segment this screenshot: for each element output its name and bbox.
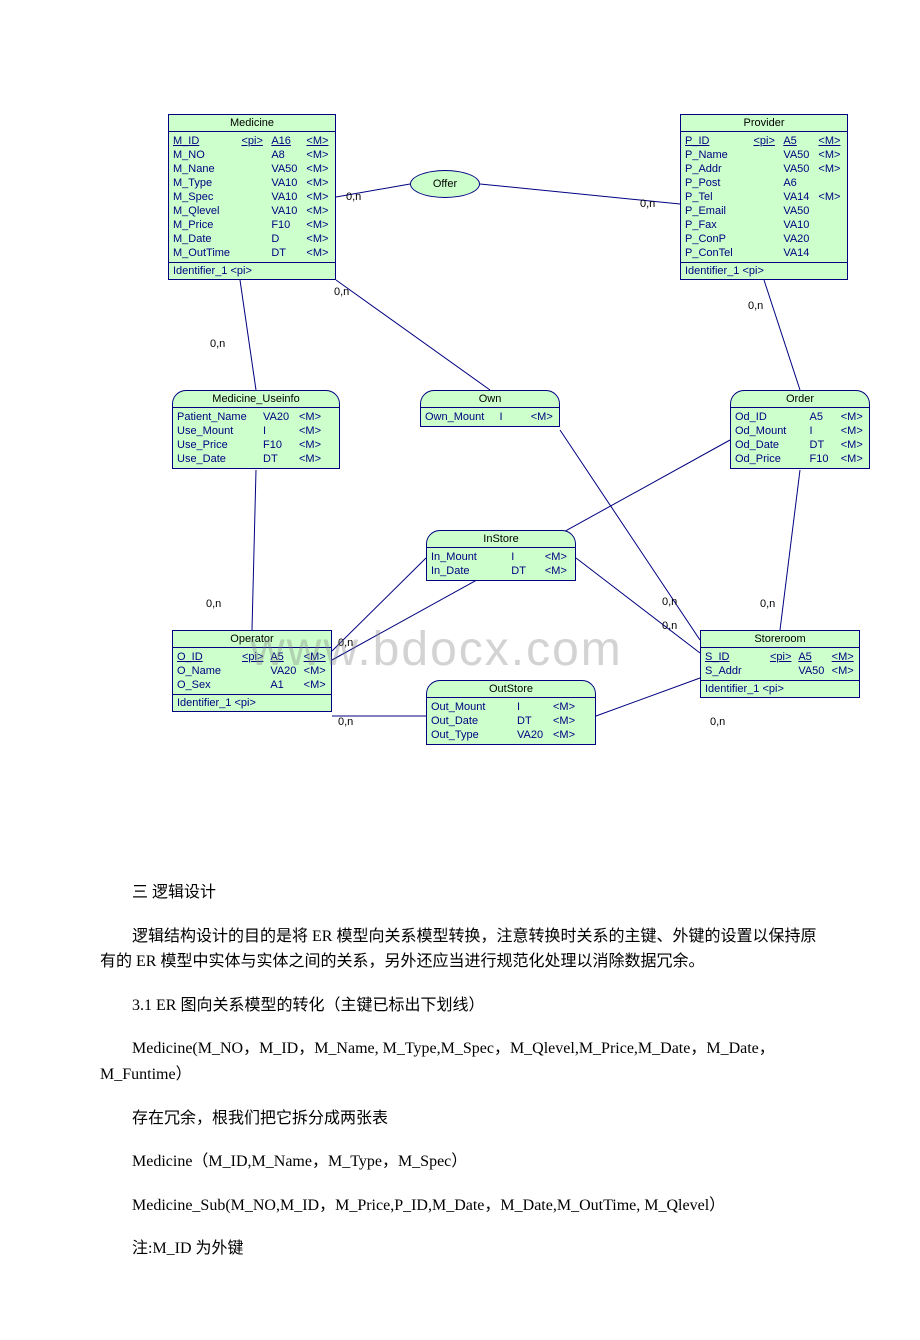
- attribute-row: S_AddrVA50<M>: [701, 664, 859, 678]
- paragraph: Medicine_Sub(M_NO,M_ID，M_Price,P_ID,M_Da…: [100, 1193, 820, 1219]
- er-diagram: Medicine M_ID<pi>A16<M>M_NOA8<M>M_NaneVA…: [0, 0, 920, 820]
- attribute-row: P_NameVA50<M>: [681, 148, 847, 162]
- cardinality-label: 0,n: [710, 716, 725, 728]
- attribute-row: Use_MountI<M>: [173, 424, 339, 438]
- attribute-row: M_TypeVA10<M>: [169, 176, 335, 190]
- attribute-row: P_AddrVA50<M>: [681, 162, 847, 176]
- paragraph: 存在冗余，根我们把它拆分成两张表: [100, 1106, 820, 1132]
- entity-title: Storeroom: [701, 631, 859, 648]
- attribute-row: Od_PriceF10<M>: [731, 452, 869, 466]
- cardinality-label: 0,n: [760, 598, 775, 610]
- entity-title: Operator: [173, 631, 331, 648]
- attribute-row: Own_MountI<M>: [421, 410, 559, 424]
- cardinality-label: 0,n: [334, 286, 349, 298]
- attribute-row: P_ConPVA20: [681, 232, 847, 246]
- attribute-row: M_DateD<M>: [169, 232, 335, 246]
- attribute-row: P_ID<pi>A5<M>: [681, 134, 847, 148]
- entity-title: Medicine: [169, 115, 335, 132]
- attribute-row: P_TelVA14<M>: [681, 190, 847, 204]
- rel-label: Offer: [433, 178, 457, 190]
- attribute-row: M_ID<pi>A16<M>: [169, 134, 335, 148]
- relationship-instore: InStore In_MountI<M>In_DateDT<M>: [426, 530, 576, 581]
- entity-provider: Provider P_ID<pi>A5<M>P_NameVA50<M>P_Add…: [680, 114, 848, 280]
- rel-title: Order: [731, 391, 869, 408]
- entity-identifier: Identifier_1 <pi>: [681, 262, 847, 279]
- cardinality-label: 0,n: [640, 198, 655, 210]
- attribute-row: Od_MountI<M>: [731, 424, 869, 438]
- cardinality-label: 0,n: [748, 300, 763, 312]
- paragraph: 逻辑结构设计的目的是将 ER 模型向关系模型转换，注意转换时关系的主键、外键的设…: [100, 924, 820, 975]
- attribute-row: M_QlevelVA10<M>: [169, 204, 335, 218]
- entity-operator: Operator O_ID<pi>A5<M>O_NameVA20<M>O_Sex…: [172, 630, 332, 712]
- attribute-row: Out_TypeVA20<M>: [427, 728, 595, 742]
- document-text: 三 逻辑设计 逻辑结构设计的目的是将 ER 模型向关系模型转换，注意转换时关系的…: [0, 820, 920, 1340]
- rel-title: Medicine_Useinfo: [173, 391, 339, 408]
- attribute-row: In_MountI<M>: [427, 550, 575, 564]
- cardinality-label: 0,n: [338, 716, 353, 728]
- relationship-order: Order Od_IDA5<M>Od_MountI<M>Od_DateDT<M>…: [730, 390, 870, 469]
- relationship-offer: Offer: [410, 170, 480, 198]
- rel-title: InStore: [427, 531, 575, 548]
- heading-4: 3.1 ER 图向关系模型的转化（主键已标出下划线）: [100, 993, 820, 1019]
- attribute-row: M_NaneVA50<M>: [169, 162, 335, 176]
- entity-storeroom: Storeroom S_ID<pi>A5<M>S_AddrVA50<M> Ide…: [700, 630, 860, 698]
- attribute-row: P_EmailVA50: [681, 204, 847, 218]
- attribute-row: P_ConTelVA14: [681, 246, 847, 260]
- entity-medicine: Medicine M_ID<pi>A16<M>M_NOA8<M>M_NaneVA…: [168, 114, 336, 280]
- entity-identifier: Identifier_1 <pi>: [701, 680, 859, 697]
- paragraph: Medicine（M_ID,M_Name，M_Type，M_Spec）: [100, 1149, 820, 1175]
- relationship-own: Own Own_MountI<M>: [420, 390, 560, 427]
- attribute-row: M_NOA8<M>: [169, 148, 335, 162]
- attribute-row: O_SexA1<M>: [173, 678, 331, 692]
- paragraph: 注:M_ID 为外键: [100, 1236, 820, 1262]
- cardinality-label: 0,n: [662, 596, 677, 608]
- rel-title: Own: [421, 391, 559, 408]
- attribute-row: Out_MountI<M>: [427, 700, 595, 714]
- cardinality-label: 0,n: [338, 637, 353, 649]
- attribute-row: O_NameVA20<M>: [173, 664, 331, 678]
- attribute-row: In_DateDT<M>: [427, 564, 575, 578]
- attribute-row: Use_PriceF10<M>: [173, 438, 339, 452]
- entity-identifier: Identifier_1 <pi>: [169, 262, 335, 279]
- attribute-row: M_OutTimeDT<M>: [169, 246, 335, 260]
- cardinality-label: 0,n: [662, 620, 677, 632]
- entity-title: Provider: [681, 115, 847, 132]
- attribute-row: S_ID<pi>A5<M>: [701, 650, 859, 664]
- cardinality-label: 0,n: [210, 338, 225, 350]
- paragraph: Medicine(M_NO，M_ID，M_Name, M_Type,M_Spec…: [100, 1036, 820, 1087]
- heading-3: 三 逻辑设计: [100, 880, 820, 906]
- attribute-row: Od_IDA5<M>: [731, 410, 869, 424]
- rel-title: OutStore: [427, 681, 595, 698]
- attribute-row: M_PriceF10<M>: [169, 218, 335, 232]
- attribute-row: O_ID<pi>A5<M>: [173, 650, 331, 664]
- attribute-row: P_FaxVA10: [681, 218, 847, 232]
- relationship-outstore: OutStore Out_MountI<M>Out_DateDT<M>Out_T…: [426, 680, 596, 745]
- cardinality-label: 0,n: [206, 598, 221, 610]
- attribute-row: Od_DateDT<M>: [731, 438, 869, 452]
- attribute-row: Use_DateDT<M>: [173, 452, 339, 466]
- entity-identifier: Identifier_1 <pi>: [173, 694, 331, 711]
- attribute-row: M_SpecVA10<M>: [169, 190, 335, 204]
- attribute-row: Out_DateDT<M>: [427, 714, 595, 728]
- attribute-row: Patient_NameVA20<M>: [173, 410, 339, 424]
- attribute-row: P_PostA6: [681, 176, 847, 190]
- relationship-medicine-useinfo: Medicine_Useinfo Patient_NameVA20<M>Use_…: [172, 390, 340, 469]
- cardinality-label: 0,n: [346, 191, 361, 203]
